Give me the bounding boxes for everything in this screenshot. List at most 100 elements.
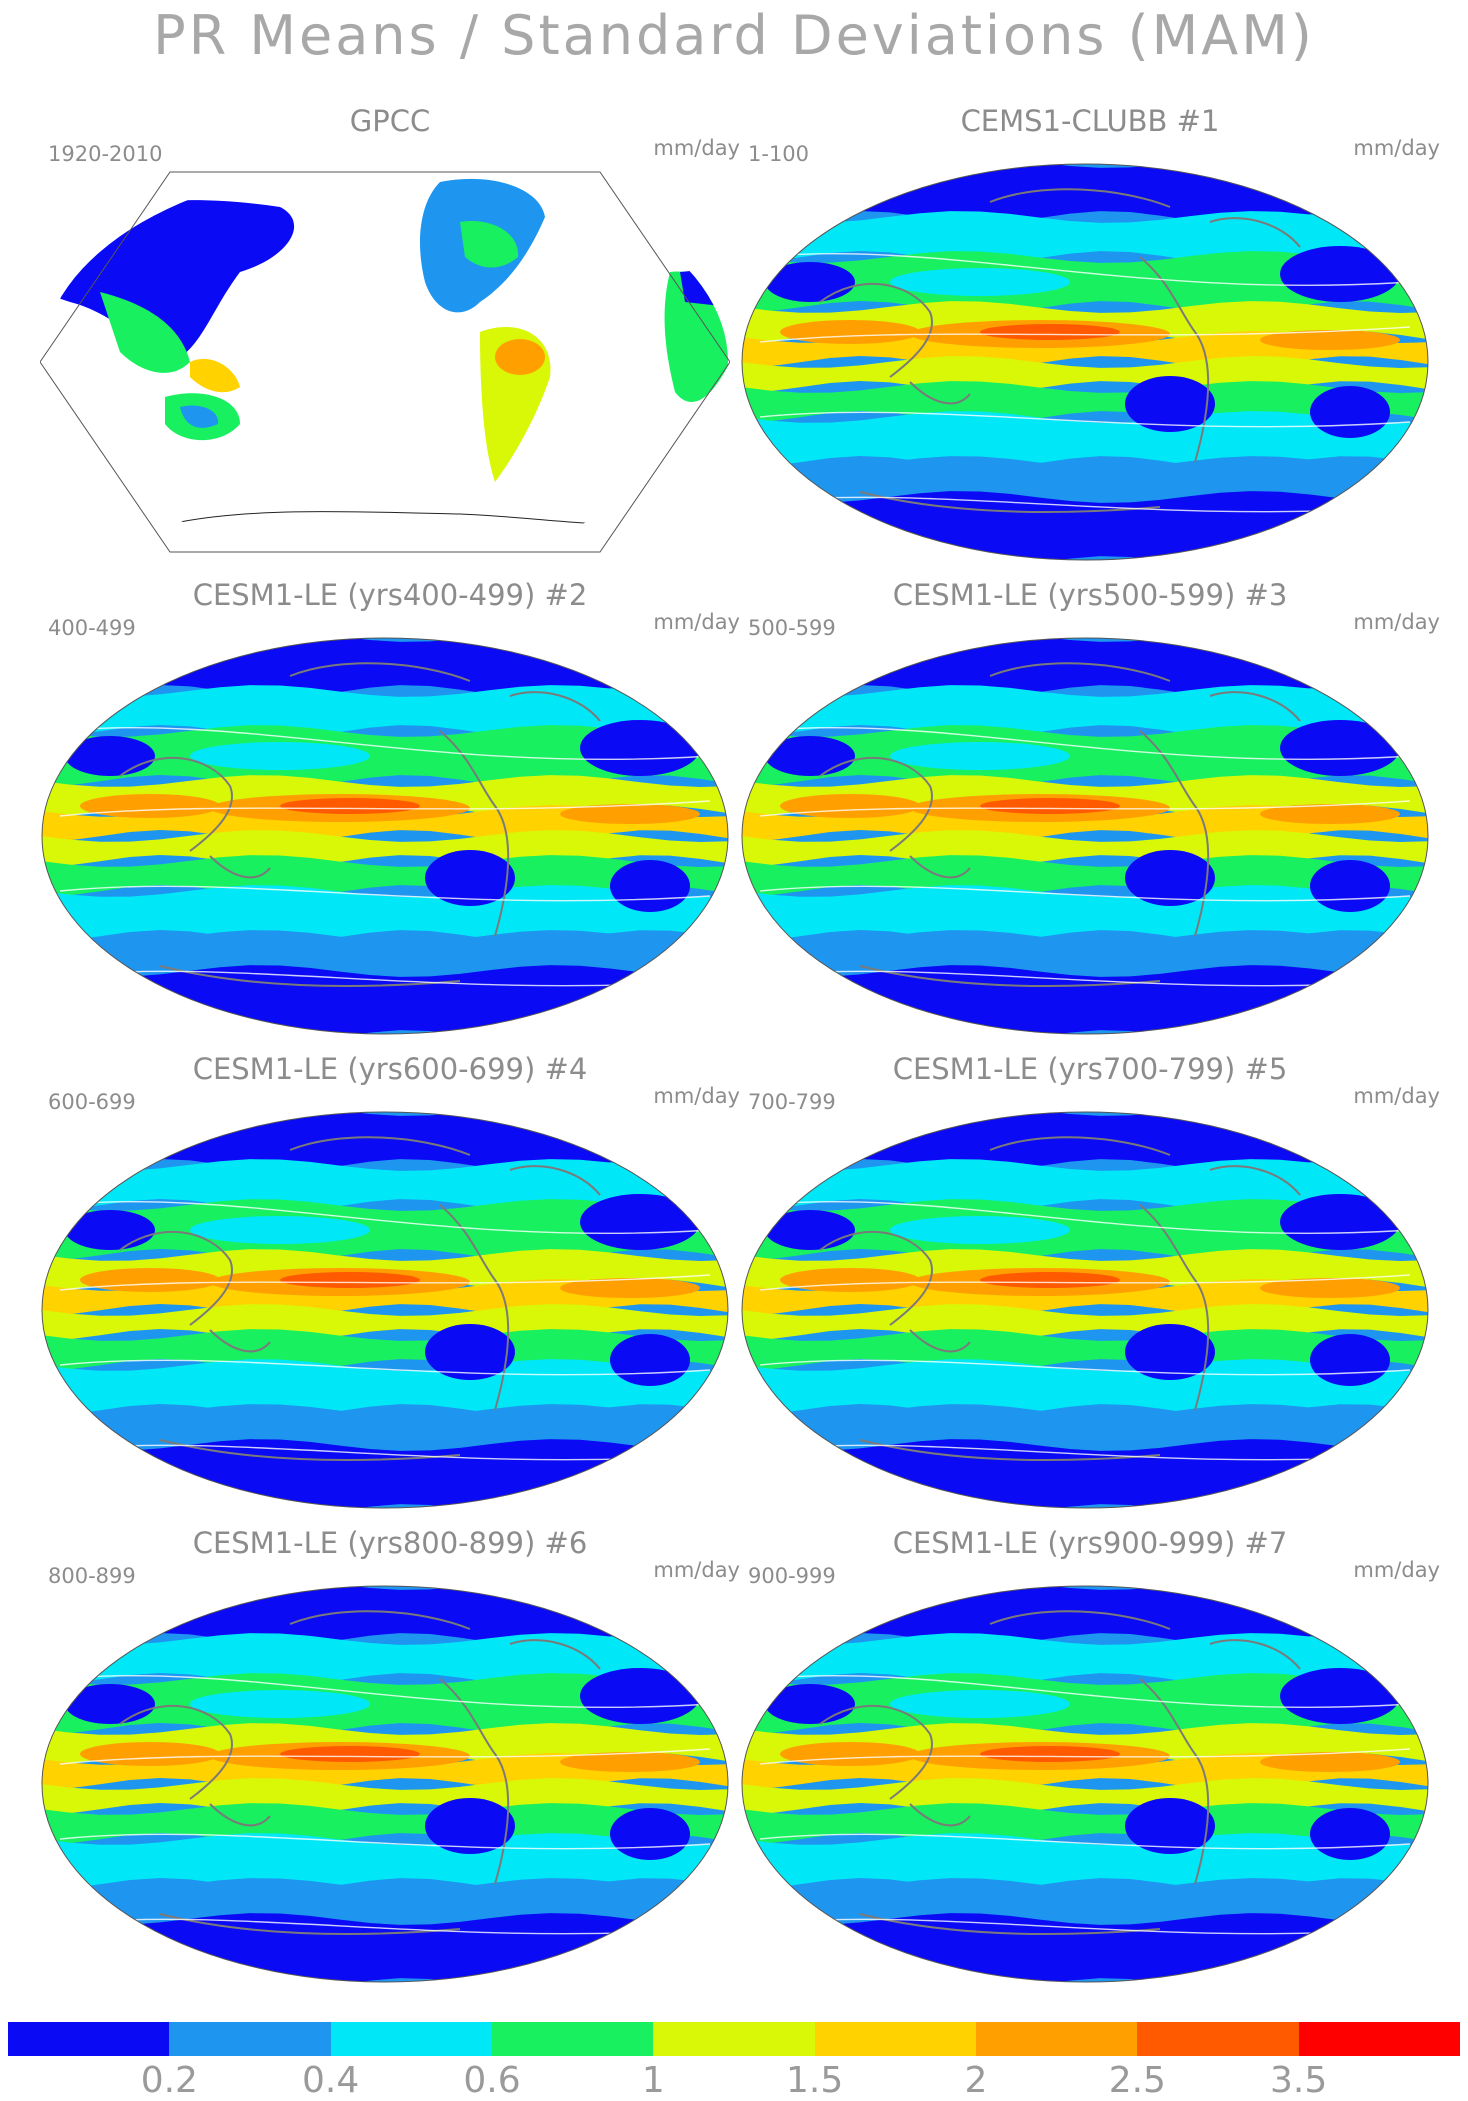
panel-title: CESM1-LE (yrs500-599) #3 bbox=[892, 578, 1288, 612]
colorbar-label: 3.5 bbox=[1270, 2060, 1328, 2101]
coastline bbox=[119, 1610, 601, 1935]
precip-band bbox=[42, 1159, 728, 1211]
precip-band bbox=[742, 1359, 1428, 1416]
precip-band bbox=[742, 1833, 1428, 1890]
precip-band bbox=[42, 1673, 728, 1735]
atlantic-itcz bbox=[1260, 804, 1400, 824]
map-outline bbox=[741, 163, 1429, 561]
map-panel-p7: CESM1-LE (yrs900-999) #7 900-999 mm/day bbox=[740, 1526, 1440, 1996]
colorbar-label: 1 bbox=[641, 2060, 665, 2101]
itcz-max bbox=[280, 1746, 420, 1762]
precip-band bbox=[42, 1199, 728, 1261]
precip-band bbox=[742, 725, 1428, 787]
se-atlantic-dry bbox=[1310, 1334, 1390, 1386]
ne-atlantic-dry bbox=[1280, 720, 1400, 776]
colorbar-legend: 0.2 0.4 0.6 1 1.5 2 2.5 3.5 bbox=[8, 2022, 1461, 2101]
sahara-dry bbox=[765, 736, 855, 776]
map-outline bbox=[741, 1111, 1429, 1509]
coastline bbox=[119, 662, 601, 987]
atlantic-itcz bbox=[1260, 330, 1400, 350]
se-atlantic-dry bbox=[1310, 860, 1390, 912]
map-panel-p1: CEMS1-CLUBB #1 1-100 mm/day bbox=[740, 104, 1440, 574]
amazon-max bbox=[495, 339, 545, 375]
panel-title: CESM1-LE (yrs800-899) #6 bbox=[192, 1526, 588, 1560]
precip-band bbox=[742, 251, 1428, 313]
panel-unit: mm/day bbox=[653, 1084, 740, 1108]
nw-pacific-band bbox=[190, 1690, 370, 1718]
sahara-dry bbox=[65, 736, 155, 776]
panel-period: 800-899 bbox=[48, 1564, 136, 1588]
contour-line bbox=[59, 1359, 711, 1376]
map-outline bbox=[40, 171, 730, 553]
panel-period: 900-999 bbox=[748, 1564, 836, 1588]
contour-line bbox=[759, 411, 1411, 428]
atlantic-itcz bbox=[1260, 1752, 1400, 1772]
se-atlantic-dry bbox=[610, 1808, 690, 1860]
ne-atlantic-dry bbox=[580, 1668, 700, 1724]
sahara-dry bbox=[65, 1684, 155, 1724]
colorbar-swatch bbox=[814, 2022, 977, 2056]
contour-line bbox=[759, 800, 1411, 817]
nw-pacific-band bbox=[190, 1216, 370, 1244]
nw-pacific-band bbox=[190, 742, 370, 770]
colorbar-swatch bbox=[330, 2022, 493, 2056]
coastline bbox=[819, 662, 1301, 987]
map-panel-p4: CESM1-LE (yrs600-699) #4 600-699 mm/day bbox=[40, 1052, 740, 1522]
indian-ocean-max bbox=[80, 1268, 220, 1292]
panel-period: 400-499 bbox=[48, 616, 136, 640]
itcz-max bbox=[980, 324, 1120, 340]
contour-line bbox=[759, 1833, 1411, 1850]
map-outline bbox=[741, 1585, 1429, 1983]
map-plot bbox=[41, 637, 729, 1035]
map-plot bbox=[41, 1111, 729, 1509]
colorbar-swatch bbox=[8, 2022, 170, 2056]
panel-unit: mm/day bbox=[1353, 1558, 1440, 1582]
coastline bbox=[819, 1610, 1301, 1935]
se-atlantic-dry bbox=[1310, 386, 1390, 438]
contour-line bbox=[759, 726, 1411, 761]
itcz-max bbox=[280, 1272, 420, 1288]
precip-band bbox=[742, 1673, 1428, 1735]
contour-line bbox=[59, 1918, 711, 1935]
nw-pacific-band bbox=[890, 1216, 1070, 1244]
panel-period: 700-799 bbox=[748, 1090, 836, 1114]
panel-period: 600-699 bbox=[48, 1090, 136, 1114]
precip-band bbox=[42, 685, 728, 737]
panel-title: CESM1-LE (yrs900-999) #7 bbox=[892, 1526, 1288, 1560]
itcz-max bbox=[980, 1746, 1120, 1762]
map-panel-p5: CESM1-LE (yrs700-799) #5 700-799 mm/day bbox=[740, 1052, 1440, 1522]
precip-band bbox=[742, 1199, 1428, 1261]
contour-line bbox=[759, 1918, 1411, 1935]
australia-interior bbox=[180, 405, 219, 428]
precip-band bbox=[742, 1633, 1428, 1685]
se-pacific-dry bbox=[425, 1798, 515, 1854]
contour-line bbox=[759, 252, 1411, 287]
se-pacific-dry bbox=[425, 1324, 515, 1380]
nw-pacific-band bbox=[890, 1690, 1070, 1718]
panel-title: CESM1-LE (yrs400-499) #2 bbox=[192, 578, 588, 612]
contour-line bbox=[59, 726, 711, 761]
atlantic-itcz bbox=[560, 804, 700, 824]
atlantic-itcz bbox=[1260, 1278, 1400, 1298]
map-plot bbox=[741, 637, 1429, 1035]
antarctica-coast bbox=[179, 511, 601, 525]
contour-line bbox=[759, 885, 1411, 902]
map-plot bbox=[41, 1585, 729, 1983]
panel-title: GPCC bbox=[349, 104, 431, 138]
maritime-continent-land bbox=[190, 358, 240, 393]
nw-pacific-band bbox=[890, 268, 1070, 296]
map-panel-p2: CESM1-LE (yrs400-499) #2 400-499 mm/day bbox=[40, 578, 740, 1048]
panel-unit: mm/day bbox=[653, 610, 740, 634]
contour-line bbox=[59, 1748, 711, 1765]
panel-title: CESM1-LE (yrs600-699) #4 bbox=[192, 1052, 588, 1086]
ne-atlantic-dry bbox=[580, 1194, 700, 1250]
contour-line bbox=[759, 326, 1411, 343]
map-outline bbox=[41, 1585, 729, 1983]
sahara-dry bbox=[765, 1210, 855, 1250]
colorbar-swatch bbox=[1137, 2022, 1300, 2056]
contour-line bbox=[759, 496, 1411, 513]
contour-line bbox=[59, 800, 711, 817]
atlantic-itcz bbox=[560, 1278, 700, 1298]
south-asia-land bbox=[100, 292, 190, 373]
ne-atlantic-dry bbox=[1280, 1194, 1400, 1250]
